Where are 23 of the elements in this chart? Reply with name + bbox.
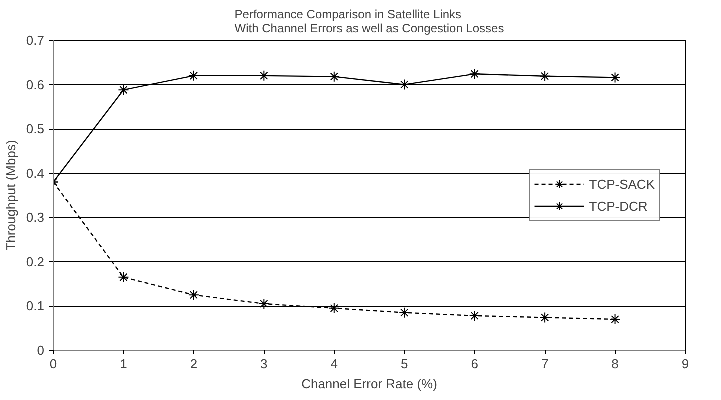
x-axis-title: Channel Error Rate (%) [302, 376, 438, 392]
legend-label: TCP-DCR [589, 198, 648, 214]
x-tick-label: 7 [541, 356, 549, 372]
legend-label: TCP-SACK [589, 176, 655, 192]
x-tick-label: 5 [400, 356, 408, 372]
y-tick-label: 0 [37, 343, 45, 358]
y-tick-label: 0.3 [26, 210, 45, 226]
y-tick-label: 0.7 [26, 33, 45, 48]
chart-title: Performance Comparison in Satellite Links With Channel Errors as well as Congestion Losses [234, 8, 504, 36]
x-tick-label: 8 [612, 356, 619, 372]
x-tick-label: 0 [50, 356, 58, 372]
y-tick-label: 0.5 [26, 122, 45, 137]
y-tick-label: 0.1 [26, 298, 45, 314]
y-tick-label: 0.2 [26, 254, 45, 270]
y-axis-title: Throughput (Mbps) [3, 140, 18, 251]
x-tick-label: 2 [190, 356, 198, 372]
x-tick-label: 4 [330, 356, 338, 372]
x-tick-label: 9 [682, 356, 690, 372]
y-tick-label: 0.4 [26, 166, 45, 181]
x-tick-label: 1 [120, 356, 128, 372]
y-tick-label: 0.6 [26, 77, 45, 92]
x-tick-label: 6 [471, 356, 478, 372]
x-tick-label: 3 [260, 356, 268, 372]
